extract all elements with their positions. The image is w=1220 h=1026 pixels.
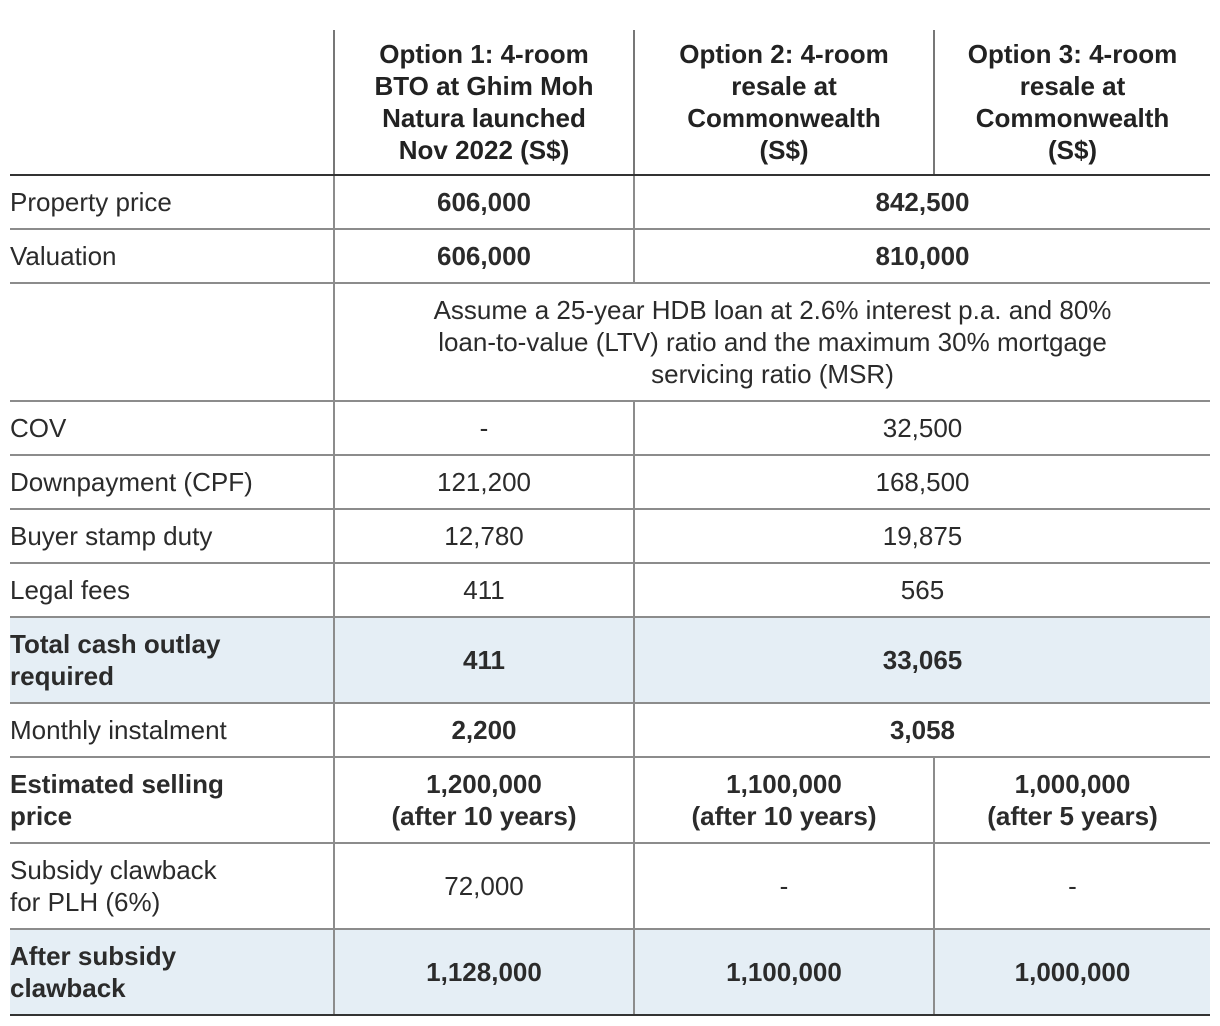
row-label: Buyer stamp duty (10, 509, 334, 564)
row-estimated-selling-price: Estimated selling price 1,200,000 (after 1… (10, 757, 1210, 844)
row-loan-assumption: Assume a 25-year HDB loan at 2.6% intere… (10, 283, 1210, 402)
option-1-value: 606,000 (333, 175, 634, 230)
row-legal-fees: Legal fees 411 565 (10, 563, 1210, 618)
row-label: Subsidy clawback for PLH (6%) (10, 843, 334, 930)
resale-value: 19,875 (633, 509, 1210, 564)
option-1-value: 411 (333, 563, 634, 618)
header-option-1: Option 1: 4-room BTO at Ghim Moh Natura la… (333, 30, 634, 176)
row-label: Valuation (10, 229, 334, 284)
row-after-subsidy-clawback: After subsidy clawback 1,128,000 1,100,00… (10, 929, 1210, 1016)
option-1-value: 72,000 (333, 843, 634, 930)
option-1-value: 411 (333, 617, 634, 704)
row-label: Total cash outlay required (10, 617, 334, 704)
row-label: Legal fees (10, 563, 334, 618)
housing-options-comparison-table: Option 1: 4-room BTO at Ghim Moh Natura la… (10, 30, 1210, 1016)
option-3-value: 1,000,000 (after 5 years) (933, 757, 1210, 844)
row-label: After subsidy clawback (10, 929, 334, 1016)
option-1-value: 2,200 (333, 703, 634, 758)
resale-value: 32,500 (633, 401, 1210, 456)
row-label-empty (10, 283, 334, 402)
row-stamp-duty: Buyer stamp duty 12,780 19,875 (10, 509, 1210, 564)
header-option-2: Option 2: 4-room resale at Commonwealth (S$… (633, 30, 934, 176)
row-property-price: Property price 606,000 842,500 (10, 175, 1210, 230)
option-1-value: - (333, 401, 634, 456)
resale-value: 842,500 (633, 175, 1210, 230)
row-valuation: Valuation 606,000 810,000 (10, 229, 1210, 284)
resale-value: 565 (633, 563, 1210, 618)
header-option-3: Option 3: 4-room resale at Commonwealth (S$… (933, 30, 1210, 176)
header-empty-cell (10, 30, 334, 176)
row-label: COV (10, 401, 334, 456)
option-1-value: 1,200,000 (after 10 years) (333, 757, 634, 844)
resale-value: 33,065 (633, 617, 1210, 704)
row-subsidy-clawback: Subsidy clawback for PLH (6%) 72,000 - - (10, 843, 1210, 930)
row-label: Downpayment (CPF) (10, 455, 334, 510)
option-1-value: 121,200 (333, 455, 634, 510)
row-total-cash-outlay: Total cash outlay required 411 33,065 (10, 617, 1210, 704)
header-row: Option 1: 4-room BTO at Ghim Moh Natura la… (10, 30, 1210, 176)
row-cov: COV - 32,500 (10, 401, 1210, 456)
loan-assumption-note: Assume a 25-year HDB loan at 2.6% intere… (333, 283, 1210, 402)
row-label: Monthly instalment (10, 703, 334, 758)
option-2-value: - (633, 843, 934, 930)
row-label: Estimated selling price (10, 757, 334, 844)
option-2-value: 1,100,000 (after 10 years) (633, 757, 934, 844)
resale-value: 3,058 (633, 703, 1210, 758)
option-1-value: 1,128,000 (333, 929, 634, 1016)
row-monthly-instalment: Monthly instalment 2,200 3,058 (10, 703, 1210, 758)
option-1-value: 606,000 (333, 229, 634, 284)
row-label: Property price (10, 175, 334, 230)
option-2-value: 1,100,000 (633, 929, 934, 1016)
option-3-value: 1,000,000 (933, 929, 1210, 1016)
option-3-value: - (933, 843, 1210, 930)
resale-value: 810,000 (633, 229, 1210, 284)
resale-value: 168,500 (633, 455, 1210, 510)
row-downpayment: Downpayment (CPF) 121,200 168,500 (10, 455, 1210, 510)
option-1-value: 12,780 (333, 509, 634, 564)
